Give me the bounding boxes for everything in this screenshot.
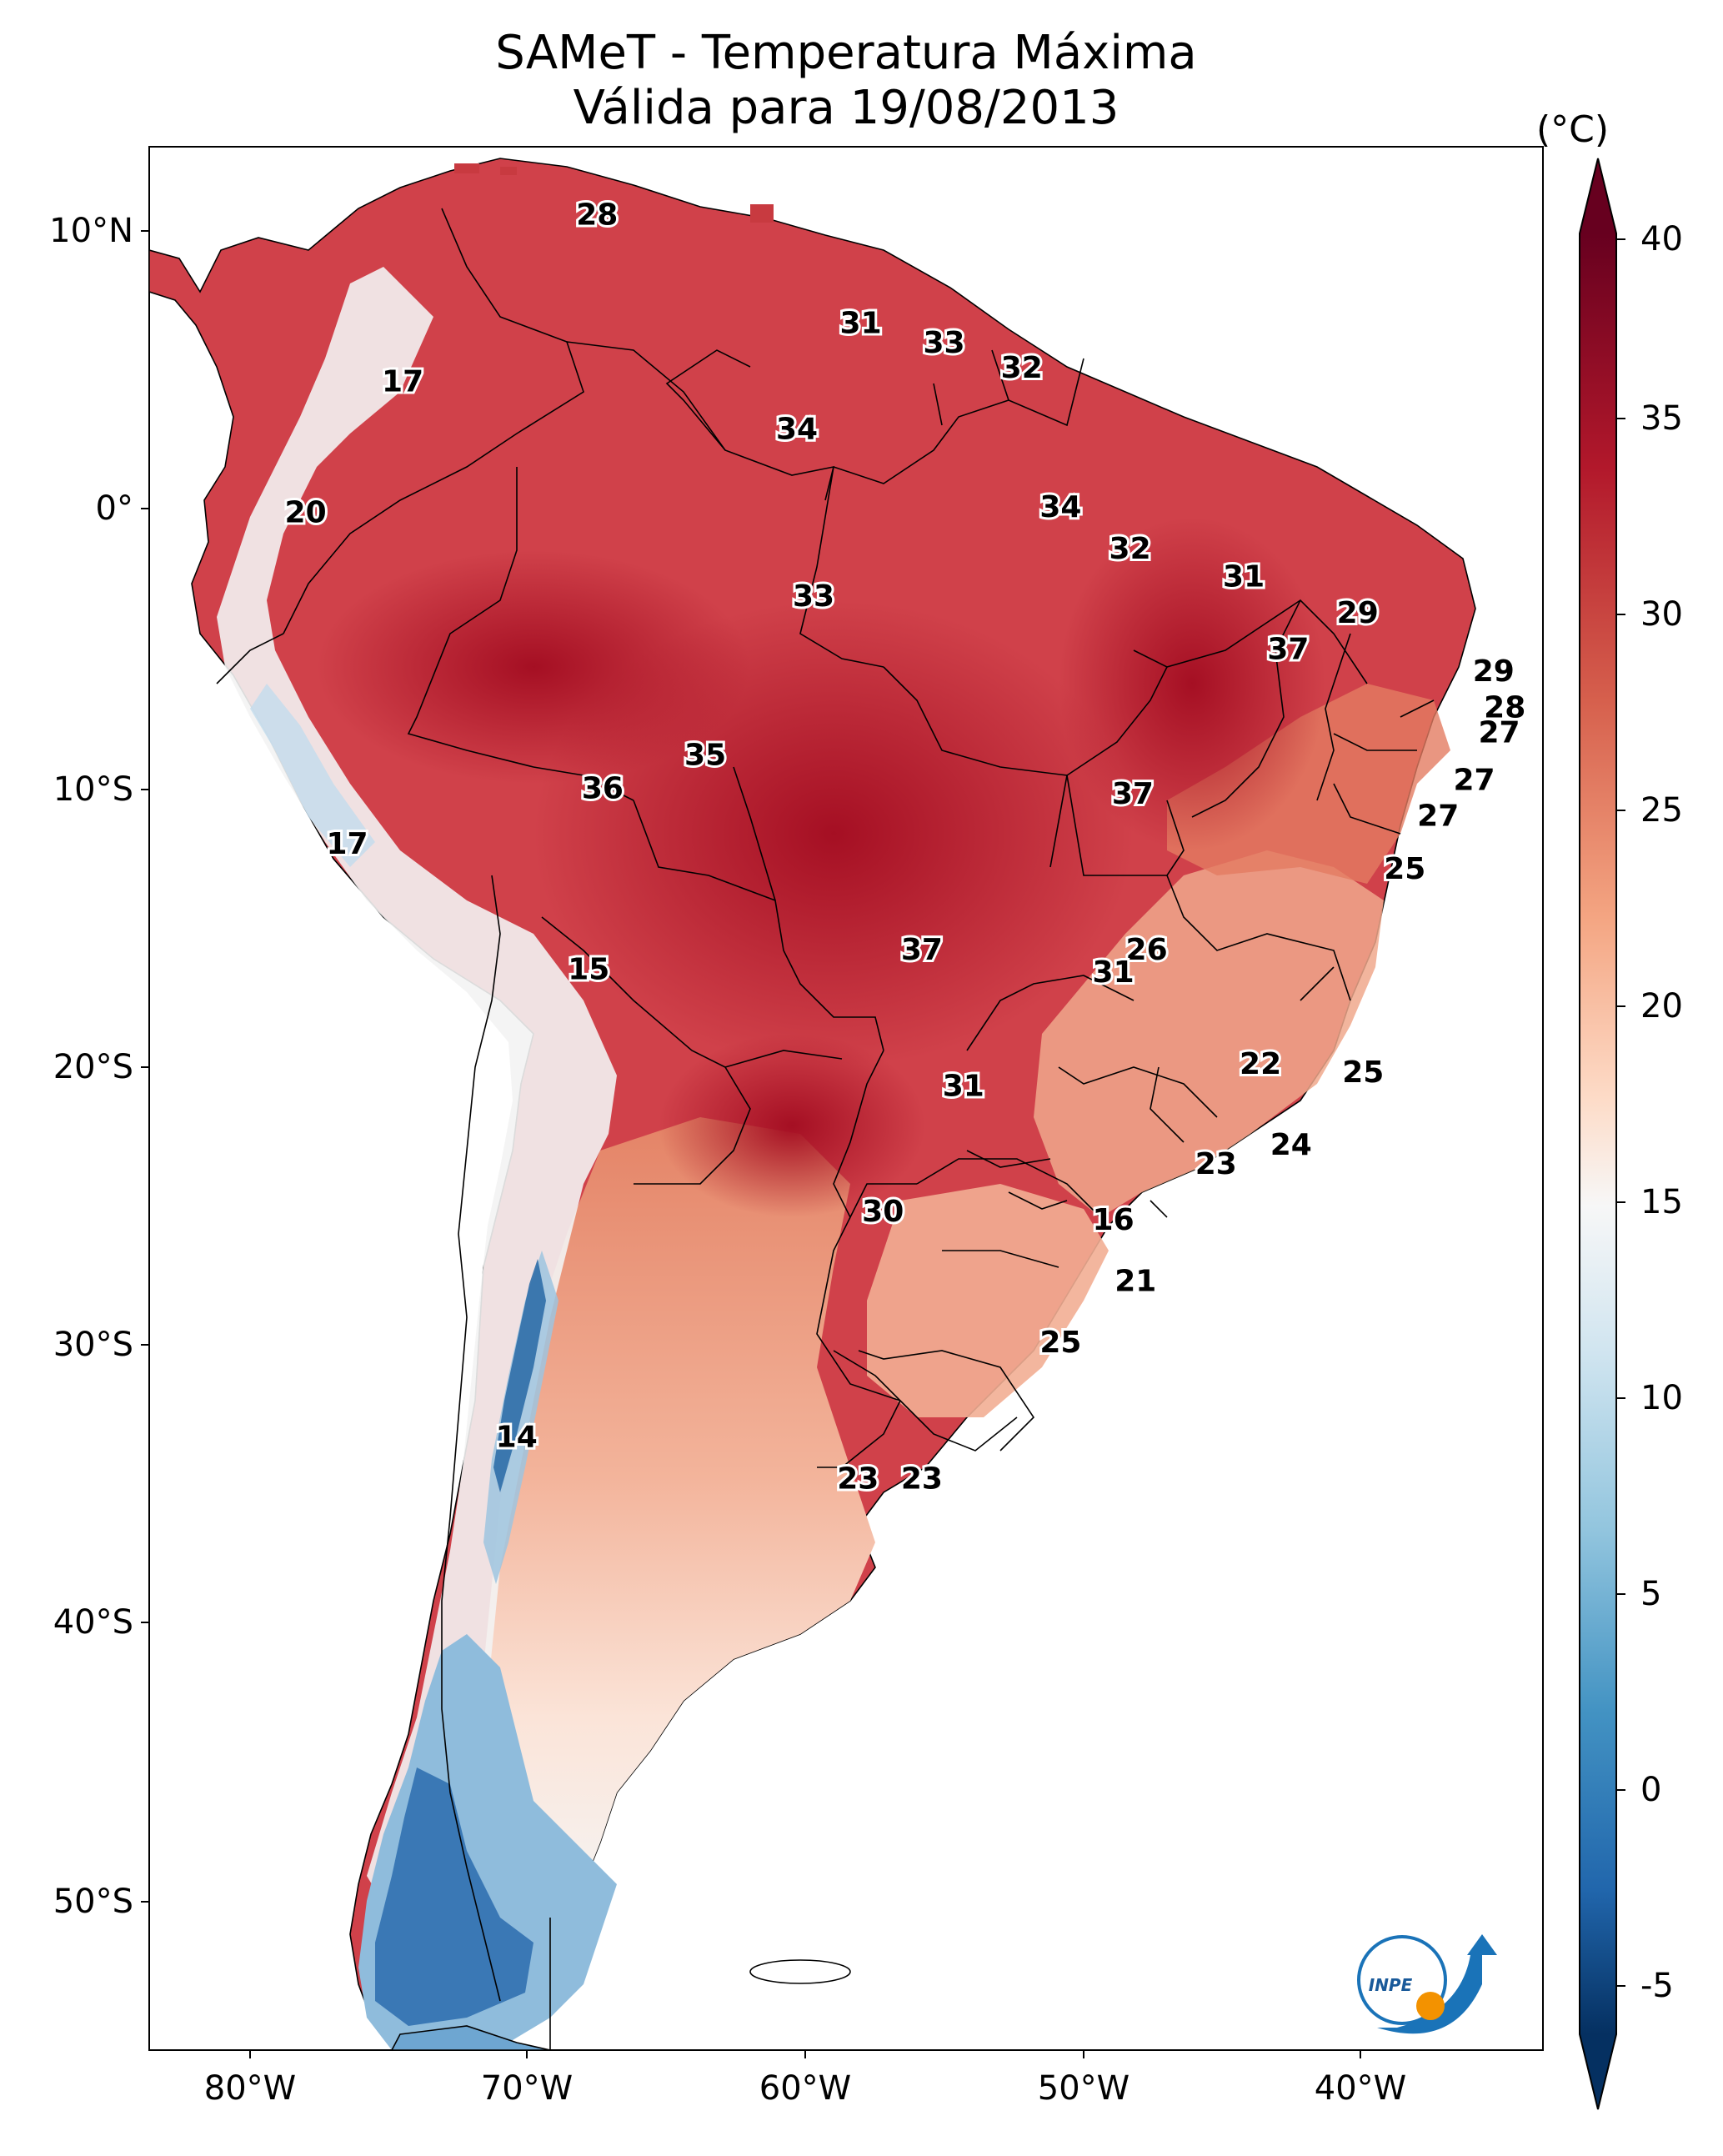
- temperature-label: 31: [840, 307, 882, 341]
- temperature-label: 34: [1039, 490, 1081, 524]
- bonaire-island: [500, 167, 517, 175]
- country-borders: [216, 208, 1435, 2050]
- colorbar-tick-label: 35: [1640, 399, 1683, 438]
- lat-tick-label: 20°S: [53, 1048, 133, 1086]
- lon-tick-label: 80°W: [203, 2069, 297, 2108]
- temperature-label: 23: [901, 1462, 943, 1497]
- lon-tick-label: 70°W: [480, 2069, 573, 2108]
- lat-tick-label: 30°S: [53, 1326, 133, 1364]
- andes-coldest-core: [493, 1259, 546, 1492]
- trinidad-island: [750, 204, 774, 223]
- andes-cool-band: [217, 267, 617, 1918]
- chart-title-line-2: Válida para 19/08/2013: [573, 81, 1119, 135]
- lat-tick-label: 50°S: [53, 1883, 133, 1921]
- temperature-label: 23: [837, 1462, 879, 1497]
- temperature-label: 14: [496, 1421, 538, 1455]
- map-area: 2817203133323434323129333729282727272535…: [149, 158, 1529, 2050]
- lon-tick-label: 60°W: [759, 2069, 852, 2108]
- temperature-label: 37: [1112, 777, 1154, 811]
- temperature-label: 28: [1484, 691, 1525, 725]
- colorbar-tick-label: 25: [1640, 791, 1683, 830]
- temperature-label: 20: [285, 496, 327, 530]
- temperature-label: 22: [1240, 1047, 1281, 1081]
- temperature-label: 33: [793, 579, 834, 614]
- lon-tick-label: 50°W: [1037, 2069, 1130, 2108]
- temperature-label: 29: [1473, 654, 1515, 689]
- colorbar-tick-label: 15: [1640, 1183, 1683, 1221]
- temperature-label: 31: [1093, 955, 1134, 990]
- colorbar-unit: (°C): [1536, 108, 1610, 151]
- colorbar-tick-label: 5: [1640, 1575, 1662, 1613]
- colorbar-tick-marks: [1616, 238, 1625, 1987]
- temperature-label: 37: [901, 933, 943, 967]
- peru-andes-cool: [250, 684, 375, 867]
- temperature-label: 26: [1126, 933, 1168, 967]
- temperature-label: 16: [1093, 1203, 1134, 1237]
- southern-cone-warm-region: [483, 1117, 875, 1918]
- lat-tick-label: 40°S: [53, 1603, 133, 1642]
- colorbar-tick-label: 40: [1640, 220, 1683, 258]
- colorbar-tick-label: 20: [1640, 987, 1683, 1025]
- temperature-label: 31: [1223, 560, 1265, 594]
- temperature-label: 34: [776, 413, 818, 447]
- lat-tick-label: 10°S: [53, 770, 133, 809]
- temperature-label: 17: [326, 827, 368, 861]
- temperature-label: 36: [582, 771, 624, 805]
- temperature-label: 21: [1114, 1265, 1156, 1299]
- southeast-brazil-region: [1034, 850, 1384, 1217]
- falkland-islands: [749, 1959, 851, 1984]
- colorbar-min-extension: [1580, 2034, 1616, 2109]
- colorbar-max-extension: [1580, 158, 1616, 233]
- colorbar-body: [1580, 233, 1616, 2034]
- chart-title-line-1: SAMeT - Temperatura Máxima: [495, 26, 1197, 80]
- patagonia-coldest-region: [375, 1767, 533, 2026]
- inpe-logo-ring: [1357, 1935, 1447, 2025]
- temperature-label: 37: [1267, 632, 1309, 666]
- colorbar-tick-label: 10: [1640, 1379, 1683, 1417]
- inpe-logo-sun: [1416, 1992, 1445, 2020]
- colorbar-tick-label: -5: [1640, 1967, 1674, 2005]
- temperature-label: 27: [1453, 763, 1495, 797]
- lat-tick-label: 0°: [95, 489, 133, 528]
- temperature-label: 23: [1195, 1147, 1237, 1181]
- lon-tick-label: 40°W: [1314, 2069, 1407, 2108]
- lat-tick-label: 10°N: [49, 212, 133, 250]
- tocantins-hot-core: [1059, 517, 1325, 850]
- temperature-label: 30: [862, 1195, 904, 1229]
- colorbar-tick-label: 30: [1640, 595, 1683, 634]
- inpe-logo: INPE: [1357, 1934, 1497, 2034]
- inpe-logo-text: INPE: [1369, 1975, 1413, 1995]
- temperature-label: 25: [1039, 1326, 1081, 1360]
- chaco-hot-core: [659, 1034, 925, 1217]
- colorbar-outline: [1579, 158, 1617, 2110]
- temperature-label: 17: [382, 365, 423, 399]
- western-amazon-hot-core: [317, 550, 750, 784]
- temperature-label: 29: [1337, 596, 1379, 630]
- colorbar-tick-label: 0: [1640, 1771, 1662, 1809]
- temperature-label: 35: [684, 738, 726, 772]
- aruba-curacao-islands: [454, 163, 479, 173]
- temperature-label: 32: [1001, 351, 1043, 385]
- temperature-label: 33: [923, 326, 964, 360]
- south-brazil-region: [867, 1184, 1109, 1417]
- temperature-label: 27: [1417, 800, 1459, 834]
- temperature-label: 28: [576, 198, 618, 232]
- temperature-label: 25: [1384, 852, 1425, 886]
- axis-tick-marks: [141, 230, 1361, 2058]
- temperature-label: 25: [1342, 1055, 1384, 1090]
- temperature-value-labels: 2817203133323434323129333729282727272535…: [283, 195, 1529, 1498]
- temperature-label: 27: [1478, 716, 1520, 750]
- temperature-label: 32: [1109, 532, 1151, 566]
- temperature-label: 31: [943, 1070, 984, 1104]
- temperature-label: 15: [568, 952, 609, 986]
- tierra-del-fuego: [391, 2025, 551, 2050]
- temperature-label: 24: [1270, 1128, 1312, 1162]
